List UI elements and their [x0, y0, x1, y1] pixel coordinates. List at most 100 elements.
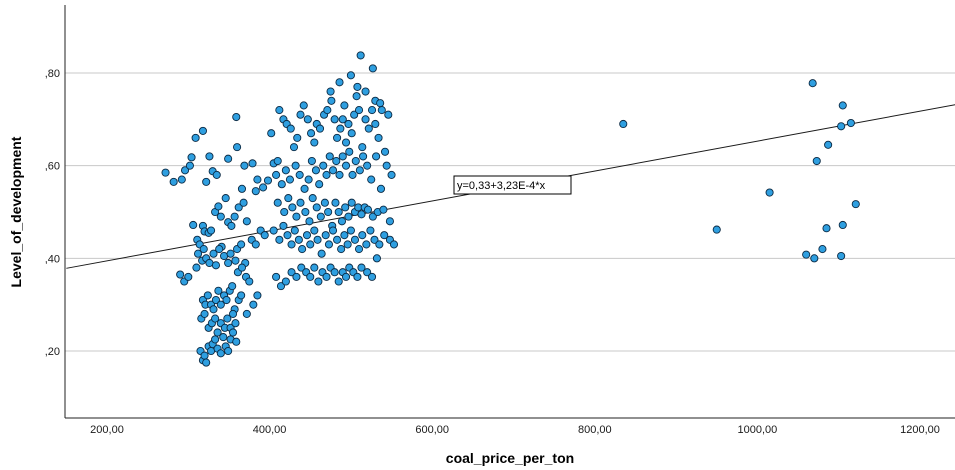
data-point [191, 133, 200, 142]
data-point [187, 153, 196, 162]
data-point [299, 101, 308, 110]
data-point [177, 175, 186, 184]
data-point [359, 152, 368, 161]
data-point [341, 203, 350, 212]
data-point [189, 220, 198, 230]
data-point [345, 147, 354, 156]
data-point [248, 159, 257, 168]
data-point [361, 115, 370, 124]
data-point [818, 245, 827, 254]
data-point [300, 184, 309, 193]
data-point [370, 235, 379, 244]
data-point [379, 205, 388, 214]
data-point [363, 161, 372, 170]
data-point [251, 240, 260, 249]
data-point [292, 212, 301, 221]
data-point [712, 225, 721, 234]
data-point [313, 235, 322, 244]
data-point [837, 122, 846, 131]
x-tick-label: 1000,00 [738, 424, 778, 436]
data-point [205, 152, 214, 161]
data-point [228, 309, 238, 318]
data-point [372, 152, 381, 161]
data-point [347, 198, 356, 207]
y-axis-title: Level_of_development [8, 136, 24, 287]
data-point [213, 328, 222, 337]
data-point [260, 231, 269, 240]
data-point [203, 291, 212, 300]
data-point [334, 207, 343, 217]
data-point [230, 212, 239, 221]
data-point [294, 235, 303, 244]
data-point [335, 78, 344, 87]
data-point [289, 143, 299, 152]
data-point [211, 261, 220, 270]
data-point [253, 175, 262, 184]
data-point [368, 64, 377, 73]
data-point [330, 115, 339, 124]
x-axis-title: coal_price_per_ton [446, 450, 574, 466]
data-point [296, 110, 305, 119]
data-point [227, 221, 236, 230]
data-point [237, 240, 246, 249]
data-point [363, 268, 372, 277]
data-point [325, 152, 334, 161]
data-point [287, 268, 296, 277]
data-point [316, 212, 325, 221]
data-point [362, 240, 371, 249]
data-point [192, 263, 201, 272]
data-point [353, 82, 362, 91]
data-point [377, 106, 386, 115]
data-point [176, 270, 185, 279]
data-point [357, 263, 366, 272]
data-point [838, 101, 847, 110]
data-point [330, 268, 339, 277]
data-point [277, 180, 286, 189]
data-point [284, 194, 293, 203]
data-point [224, 154, 233, 163]
data-point [331, 198, 340, 207]
data-point [251, 187, 260, 196]
data-point [367, 175, 376, 184]
data-point [367, 272, 377, 281]
data-point [303, 115, 312, 124]
data-point [185, 161, 194, 170]
data-point [293, 133, 302, 142]
data-point [232, 337, 241, 346]
data-point [295, 170, 304, 179]
data-point [202, 177, 211, 186]
data-point [321, 231, 330, 240]
data-point [239, 198, 248, 207]
data-point [291, 161, 300, 170]
x-tick-label: 200,00 [90, 424, 124, 436]
data-point [340, 101, 349, 110]
data-point [384, 110, 393, 119]
data-point [353, 272, 362, 281]
data-point [184, 272, 193, 281]
data-point [376, 184, 386, 193]
grid-lines [65, 72, 955, 352]
data-point [344, 212, 353, 221]
data-point [169, 177, 178, 186]
data-point [838, 220, 847, 230]
data-point [319, 161, 328, 170]
data-point [214, 286, 223, 295]
data-point [276, 282, 286, 291]
data-point [356, 51, 365, 60]
data-point [211, 314, 220, 323]
data-point [341, 138, 351, 147]
data-point [358, 231, 367, 240]
axes [64, 5, 955, 419]
data-point [200, 351, 209, 360]
x-tick-label: 800,00 [578, 424, 612, 436]
data-point [304, 175, 313, 184]
data-point [346, 71, 355, 80]
data-point [837, 251, 846, 261]
data-point [389, 240, 399, 249]
data-point [307, 156, 316, 166]
data-point [387, 170, 396, 179]
equation-box [453, 175, 572, 195]
data-point [314, 277, 323, 286]
data-point [332, 156, 341, 166]
data-point [326, 87, 335, 96]
